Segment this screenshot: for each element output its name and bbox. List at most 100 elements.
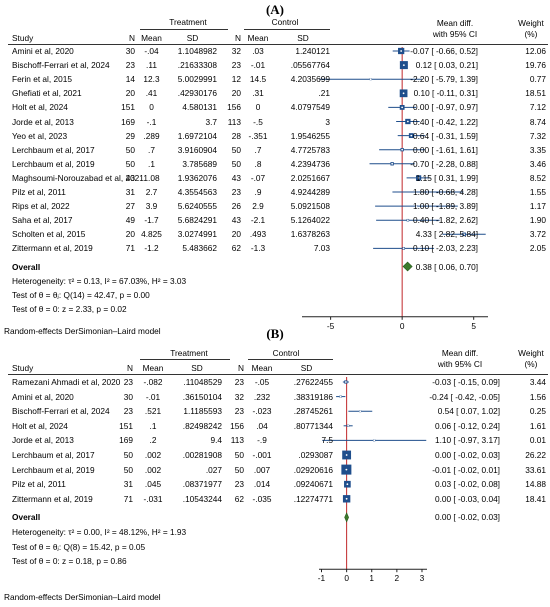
study-point-marker [373,439,376,442]
treatment-group-header: Treatment [169,17,207,27]
study-n-c: 23 [234,479,244,490]
study-mean-t: .2 [149,435,157,446]
study-study: Ramezani Ahmadi et al, 2020 [12,377,121,387]
study-weight: 26.22 [525,450,546,460]
study-point-marker [401,148,404,151]
overall-ci-text: 0.00 [ -0.02, 0.03] [434,512,500,523]
study-ci-text: 0.64 [ -0.31, 1.59] [412,130,478,141]
study-weight: 18.51 [525,88,546,99]
study-sd-c: 7.5 [321,435,333,446]
study-n-t: 23 [123,406,133,417]
study-sd-c: 4.9244289 [290,187,330,197]
study-sd-t: 1.1185593 [183,406,222,417]
study-weight: 19.76 [525,60,546,71]
forest-plot-a: (A) Treatment Control Study N Mean SD N Mean SD Me… [4,2,548,336]
model-footnote: Random-effects DerSimonian–Laird model [4,326,161,336]
study-sd-c: 5.0921508 [290,201,330,212]
study-sd-c: 1.240121 [295,46,330,56]
study-ci-text: 0.00 [ -0.97, 0.97] [412,102,478,113]
study-study: Yeo et al, 2023 [12,130,68,141]
study-weight: 2.05 [529,243,546,254]
study-sd-t: .027 [205,464,222,475]
study-n-c: 156 [227,102,241,113]
study-sd-c: 4.0797549 [290,102,330,113]
study-study: Bischoff-Ferrari et al, 2024 [12,60,110,71]
study-n-t: 23 [125,60,135,71]
study-mean-c: -.023 [252,406,272,417]
study-mean-t: .289 [143,130,160,141]
study-n-c: 62 [234,493,244,504]
study-mean-c: -.351 [248,130,268,141]
study-study: Amini et al, 2020 [12,46,74,56]
study-sd-c: 1.6378263 [290,229,330,240]
study-study: Ghefiati et al, 2021 [12,88,82,99]
study-n-t: 71 [125,243,135,254]
study-study: Pilz et al, 2011 [12,187,66,197]
study-n-c: 43 [231,215,241,226]
panel-label: (B) [266,326,284,341]
study-mean-c: 0 [255,102,261,113]
study-weight: 1.90 [529,215,546,226]
study-n-t: 23 [123,377,133,387]
study-n-c: 23 [231,60,241,71]
study-n-c: 156 [230,420,244,431]
study-n-t: 50 [123,464,133,475]
study-n-t: 49 [125,215,135,226]
column-header-0: Study [12,33,34,43]
study-n-c: 26 [231,201,241,212]
weight-header: Weight [518,18,544,28]
study-ci-text: 1.15 [ 0.31, 1.99] [415,172,478,183]
study-n-t: 151 [119,420,133,431]
study-sd-t: 5.483662 [182,243,217,254]
study-ci-text: 0.10 [ -0.11, 0.31] [413,88,478,99]
study-sd-c: 7.03 [313,243,330,254]
study-n-t: 20 [125,88,135,99]
study-point-marker [339,395,342,398]
study-point-marker [402,64,405,66]
study-n-c: 12 [231,74,241,85]
study-study: Zittermann et al, 2019 [12,243,93,254]
study-study: Bischoff-Ferrari et al, 2024 [12,406,110,417]
study-point-marker [400,50,403,52]
column-header-1: N [127,363,133,373]
study-sd-c: 3 [325,116,330,127]
control-group-header: Control [271,17,299,27]
study-mean-c: -.9 [257,435,267,446]
study-mean-t: 0 [149,102,154,113]
study-n-c: 23 [234,377,244,387]
study-mean-c: .9 [254,187,262,197]
study-sd-c: 2.0251667 [290,172,330,183]
study-mean-t: -.04 [144,46,159,56]
test-theta-i-text: Test of θ = θⱼ: Q(14) = 42.47, p = 0.00 [12,289,150,300]
study-mean-t: -.031 [143,493,163,504]
x-tick-label: 0 [344,573,349,584]
study-n-t: 43 [125,172,135,183]
study-point-marker [402,92,405,95]
study-sd-c: .09240671 [293,479,333,490]
study-mean-t: .002 [144,464,162,475]
x-tick-label: 5 [471,320,476,331]
study-sd-c: .0293087 [298,450,333,460]
study-weight: 14.88 [525,479,546,490]
study-mean-c: 14.5 [249,74,267,85]
study-mean-t: 12.3 [143,74,160,85]
study-n-c: 113 [230,435,244,446]
study-mean-c: -1.3 [250,243,266,254]
study-n-t: 50 [125,158,135,169]
column-header-3: SD [191,363,203,373]
study-n-t: 29 [125,130,135,141]
column-header-6: SD [297,33,309,43]
study-sd-c: 4.2035699 [290,74,330,85]
study-weight: 3.35 [529,144,546,155]
study-mean-t: .521 [144,406,162,417]
study-n-t: 20 [125,229,135,240]
study-study: Amini et al, 2020 [12,391,74,402]
study-n-c: 62 [231,243,241,254]
study-ci-text: 4.33 [ 2.82, 5.84] [415,229,478,240]
x-tick-label: -5 [326,320,335,331]
study-n-t: 27 [125,201,135,212]
study-mean-t: 4.825 [141,229,162,240]
study-mean-c: -.01 [250,60,266,71]
study-mean-t: -.082 [143,377,163,387]
study-point-marker [410,134,413,137]
